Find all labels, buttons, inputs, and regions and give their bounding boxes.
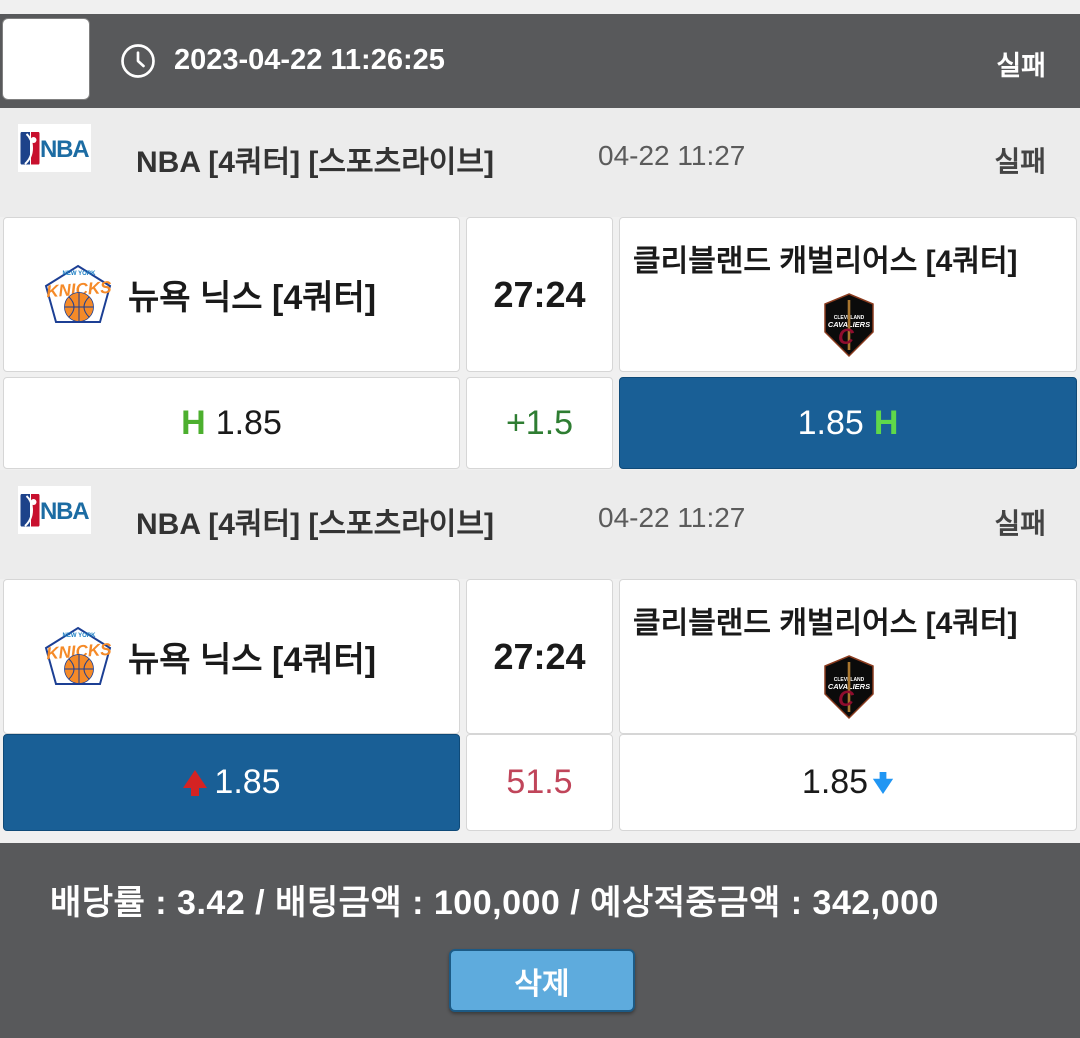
svg-text:NEW YORK: NEW YORK — [63, 633, 97, 639]
svg-text:C: C — [838, 324, 855, 349]
svg-text:NBA: NBA — [40, 136, 89, 163]
svg-text:NBA: NBA — [40, 498, 89, 525]
svg-text:NEW YORK: NEW YORK — [63, 271, 97, 277]
svg-text:C: C — [838, 686, 855, 711]
